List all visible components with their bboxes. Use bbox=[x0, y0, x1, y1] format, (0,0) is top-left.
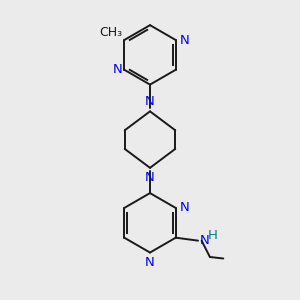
Text: N: N bbox=[179, 34, 189, 46]
Text: N: N bbox=[145, 171, 155, 184]
Text: CH₃: CH₃ bbox=[100, 26, 123, 38]
Text: N: N bbox=[145, 256, 155, 268]
Text: N: N bbox=[113, 63, 123, 76]
Text: H: H bbox=[208, 229, 218, 242]
Text: N: N bbox=[179, 202, 189, 214]
Text: N: N bbox=[200, 234, 209, 247]
Text: N: N bbox=[145, 95, 155, 108]
